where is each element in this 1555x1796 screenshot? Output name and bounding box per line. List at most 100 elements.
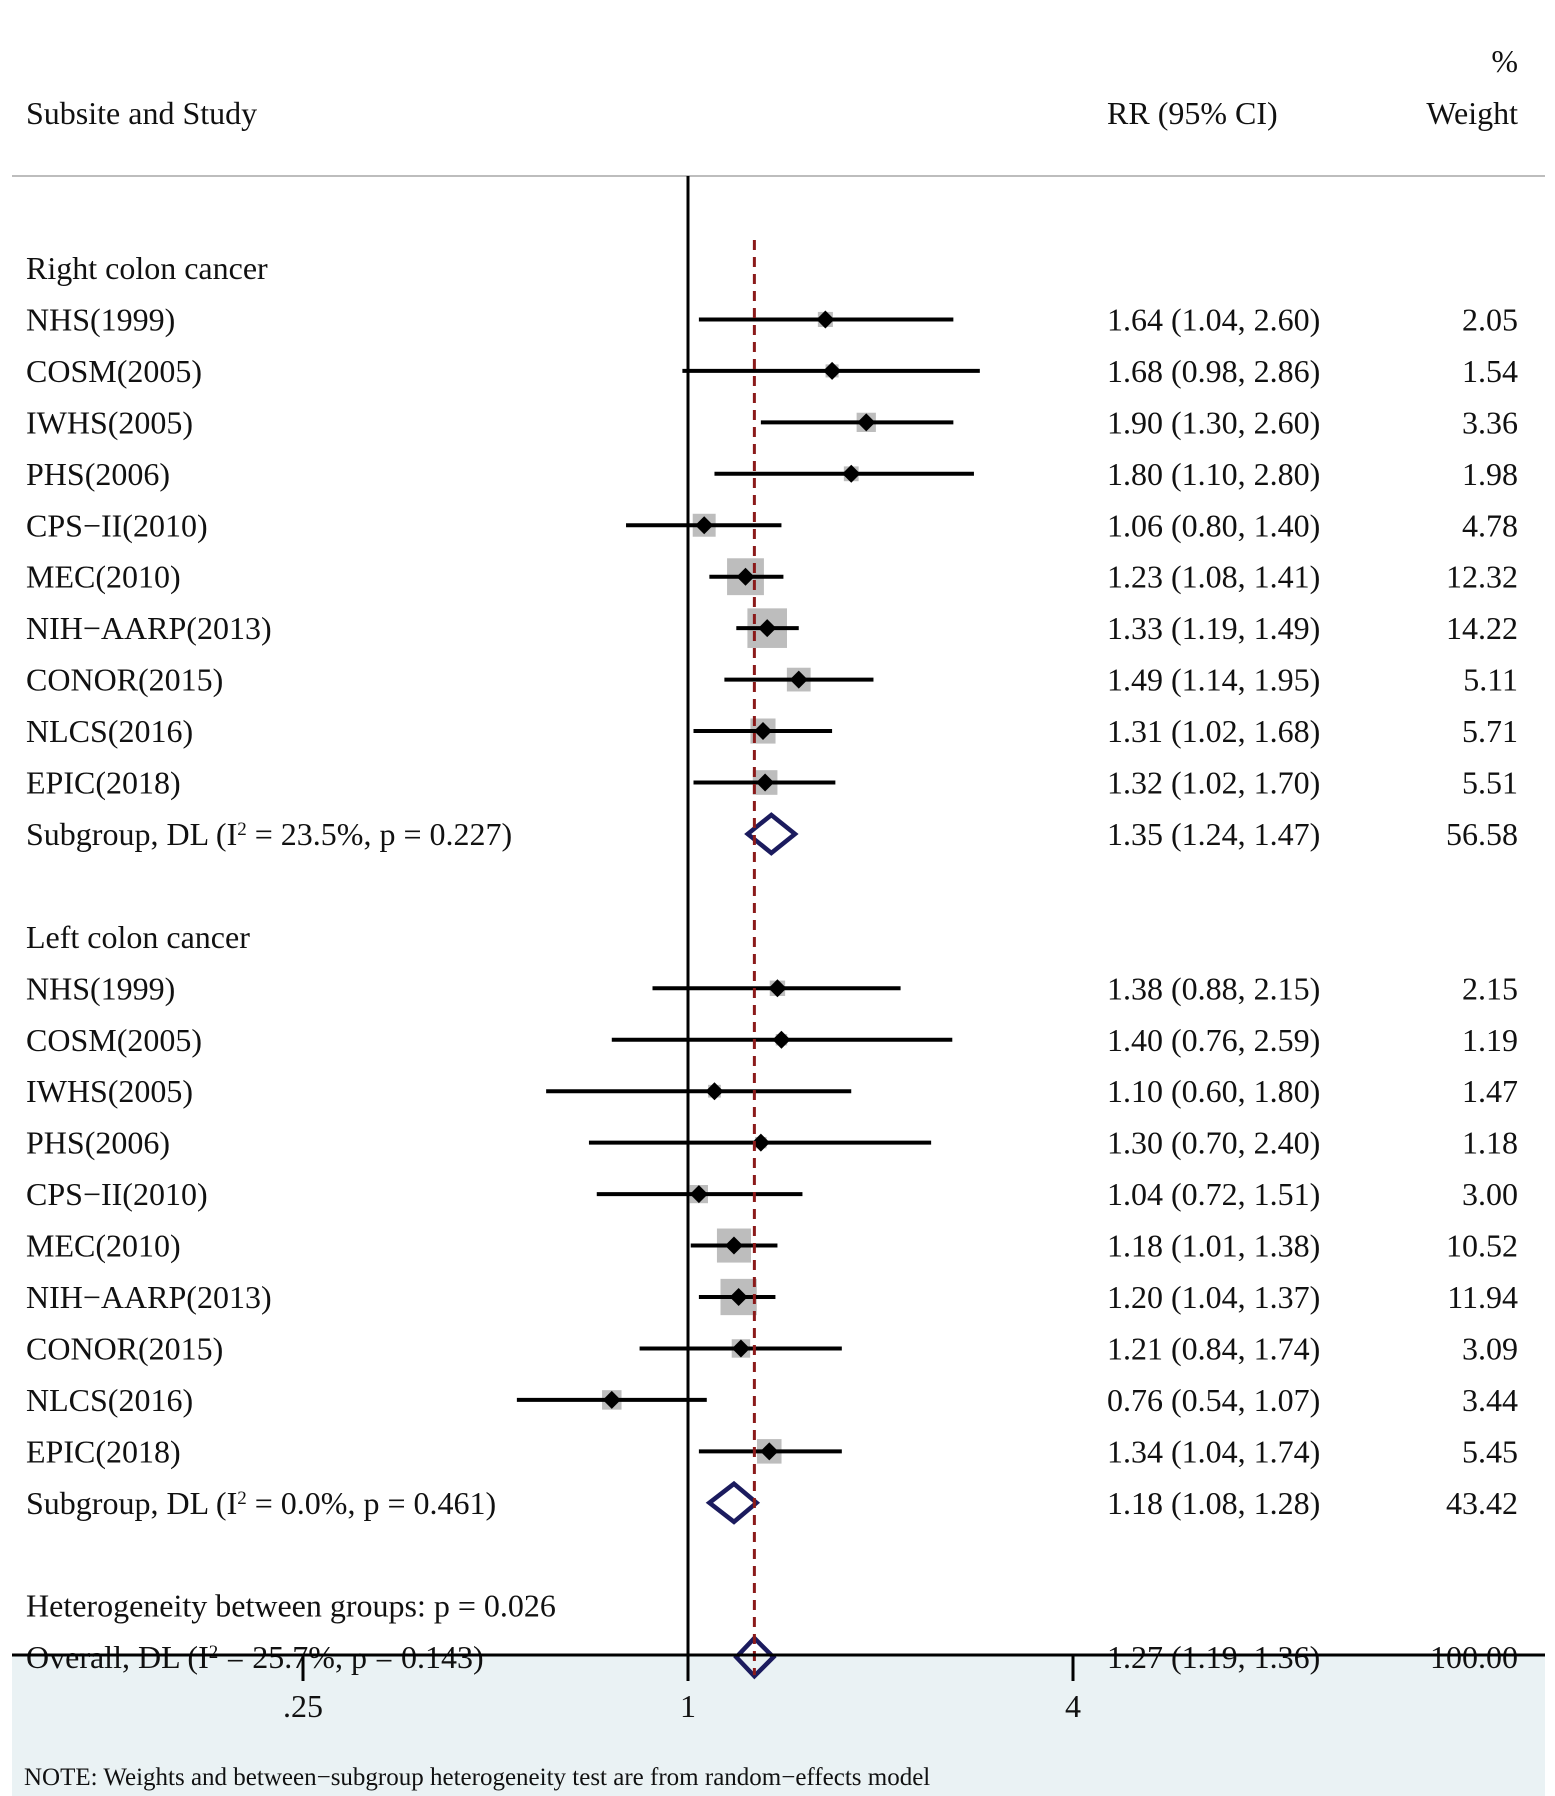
right-colon-cancer-study-4-name: PHS(2006) [26, 456, 170, 492]
right-colon-cancer-study-5-point [695, 516, 714, 535]
left-colon-cancer-study-3-point [705, 1082, 724, 1101]
group-heading-left-colon-cancer: Left colon cancer [26, 919, 250, 955]
study-column-header: Subsite and Study [26, 95, 257, 131]
right-colon-cancer-study-5-name: CPS−II(2010) [26, 507, 208, 543]
note-text: NOTE: Weights and between−subgroup heter… [24, 1764, 930, 1791]
left-colon-cancer-study-9-rr-label: 0.76 (0.54, 1.07) [1107, 1382, 1320, 1418]
left-colon-cancer-study-2-rr-label: 1.40 (0.76, 2.59) [1107, 1022, 1320, 1058]
left-colon-cancer-study-2-name: COSM(2005) [26, 1022, 202, 1058]
left-colon-cancer-study-3-weight: 1.47 [1462, 1073, 1518, 1109]
left-colon-cancer-study-10-weight: 5.45 [1462, 1433, 1518, 1469]
right-colon-cancer-study-8-weight: 5.11 [1463, 662, 1518, 698]
right-colon-cancer-study-1-name: NHS(1999) [26, 301, 175, 337]
right-colon-cancer-study-9-name: NLCS(2016) [26, 713, 193, 749]
right-colon-cancer-study-2-name: COSM(2005) [26, 353, 202, 389]
x-axis-tick-label-2: 1 [680, 1688, 696, 1724]
right-colon-cancer-study-7-weight: 14.22 [1446, 610, 1518, 646]
left-colon-cancer-study-5-name: CPS−II(2010) [26, 1176, 208, 1212]
right-colon-cancer-study-2-rr-label: 1.68 (0.98, 2.86) [1107, 353, 1320, 389]
left-colon-cancer-study-2-weight: 1.19 [1462, 1022, 1518, 1058]
weight-percent-header: % [1491, 43, 1518, 79]
right-colon-cancer-study-8-point [789, 670, 808, 689]
forest-rows: Right colon cancer NHS(1999) 1.64 (1.04, 2… [12, 176, 1545, 1724]
left-colon-cancer-study-8-rr-label: 1.21 (0.84, 1.74) [1107, 1330, 1320, 1366]
left-colon-cancer-study-6-name: MEC(2010) [26, 1228, 181, 1264]
left-colon-cancer-study-4-weight: 1.18 [1462, 1125, 1518, 1161]
right-colon-cancer-subgroup-diamond [744, 812, 799, 856]
left-colon-cancer-study-1-point [768, 979, 787, 998]
right-colon-cancer-study-1-weight: 2.05 [1462, 301, 1518, 337]
right-colon-cancer-study-3-name: IWHS(2005) [26, 404, 193, 440]
left-colon-cancer-study-8-weight: 3.09 [1462, 1330, 1518, 1366]
right-colon-cancer-subgroup-label-superscript: 2 [237, 818, 247, 839]
left-colon-cancer-study-4-point [751, 1133, 770, 1152]
footer-background [12, 1655, 1545, 1796]
right-colon-cancer-subgroup-label-suffix: = 23.5%, p = 0.227) [247, 816, 512, 852]
overall-label: Overall, DL (I2 = 25.7%, p = 0.143) [26, 1639, 484, 1675]
right-colon-cancer-study-6-rr-label: 1.23 (1.08, 1.41) [1107, 559, 1320, 595]
left-colon-cancer-study-1-rr-label: 1.38 (0.88, 2.15) [1107, 970, 1320, 1006]
left-colon-cancer-study-4-name: PHS(2006) [26, 1125, 170, 1161]
left-colon-cancer-study-9-weight: 3.44 [1462, 1382, 1518, 1418]
right-colon-cancer-study-9-point [753, 722, 772, 741]
left-colon-cancer-study-5-rr-label: 1.04 (0.72, 1.51) [1107, 1176, 1320, 1212]
right-colon-cancer-study-4-point [842, 464, 861, 483]
right-colon-cancer-subgroup-weight: 56.58 [1446, 816, 1518, 852]
group-heading-right-colon-cancer: Right colon cancer [26, 250, 268, 286]
right-colon-cancer-study-7-rr-label: 1.33 (1.19, 1.49) [1107, 610, 1320, 646]
left-colon-cancer-study-1-name: NHS(1999) [26, 970, 175, 1006]
right-colon-cancer-subgroup-rr-label: 1.35 (1.24, 1.47) [1107, 816, 1320, 852]
left-colon-cancer-study-7-rr-label: 1.20 (1.04, 1.37) [1107, 1279, 1320, 1315]
right-colon-cancer-study-6-name: MEC(2010) [26, 559, 181, 595]
x-axis-tick-label-1: .25 [283, 1688, 323, 1724]
left-colon-cancer-study-7-point [729, 1288, 748, 1306]
right-colon-cancer-study-4-weight: 1.98 [1462, 456, 1518, 492]
left-colon-cancer-study-3-rr-label: 1.10 (0.60, 1.80) [1107, 1073, 1320, 1109]
right-colon-cancer-study-10-weight: 5.51 [1462, 765, 1518, 801]
right-colon-cancer-study-10-name: EPIC(2018) [26, 765, 181, 801]
heterogeneity-between-groups: Heterogeneity between groups: p = 0.026 [26, 1588, 556, 1624]
left-colon-cancer-study-6-weight: 10.52 [1446, 1228, 1518, 1264]
left-colon-cancer-study-5-point [689, 1185, 708, 1204]
right-colon-cancer-study-3-weight: 3.36 [1462, 404, 1518, 440]
right-colon-cancer-study-9-rr-label: 1.31 (1.02, 1.68) [1107, 713, 1320, 749]
right-colon-cancer-study-8-name: CONOR(2015) [26, 662, 223, 698]
right-colon-cancer-study-4-rr-label: 1.80 (1.10, 2.80) [1107, 456, 1320, 492]
left-colon-cancer-study-10-point [760, 1442, 779, 1461]
left-colon-cancer-subgroup-label-prefix: Subgroup, DL (I [26, 1485, 237, 1521]
right-colon-cancer-study-2-point [823, 361, 842, 380]
left-colon-cancer-subgroup-label-suffix: = 0.0%, p = 0.461) [247, 1485, 496, 1521]
left-colon-cancer-study-1-weight: 2.15 [1462, 970, 1518, 1006]
left-colon-cancer-subgroup-diamond [705, 1480, 761, 1525]
right-colon-cancer-study-6-weight: 12.32 [1446, 559, 1518, 595]
left-colon-cancer-study-10-name: EPIC(2018) [26, 1433, 181, 1469]
overall-label-prefix: Overall, DL (I [26, 1639, 209, 1675]
right-colon-cancer-study-8-rr-label: 1.49 (1.14, 1.95) [1107, 662, 1320, 698]
right-colon-cancer-subgroup-label: Subgroup, DL (I2 = 23.5%, p = 0.227) [26, 816, 512, 852]
left-colon-cancer-study-7-name: NIH−AARP(2013) [26, 1279, 272, 1315]
right-colon-cancer-study-10-point [756, 773, 775, 792]
overall-label-suffix: = 25.7%, p = 0.143) [218, 1639, 483, 1675]
right-colon-cancer-study-3-point [857, 413, 876, 432]
left-colon-cancer-subgroup-rr-label: 1.18 (1.08, 1.28) [1107, 1485, 1320, 1521]
left-colon-cancer-study-3-name: IWHS(2005) [26, 1073, 193, 1109]
left-colon-cancer-study-7-weight: 11.94 [1447, 1279, 1518, 1315]
left-colon-cancer-study-4-rr-label: 1.30 (0.70, 2.40) [1107, 1125, 1320, 1161]
left-colon-cancer-subgroup-weight: 43.42 [1446, 1485, 1518, 1521]
left-colon-cancer-study-9-point [602, 1390, 621, 1409]
right-colon-cancer-study-6-point [736, 567, 755, 586]
rr-column-header: RR (95% CI) [1107, 95, 1278, 131]
right-colon-cancer-study-3-rr-label: 1.90 (1.30, 2.60) [1107, 404, 1320, 440]
overall-rr-label: 1.27 (1.19, 1.36) [1107, 1639, 1320, 1675]
right-colon-cancer-study-7-name: NIH−AARP(2013) [26, 610, 272, 646]
right-colon-cancer-study-5-rr-label: 1.06 (0.80, 1.40) [1107, 507, 1320, 543]
overall-weight: 100.00 [1430, 1639, 1518, 1675]
right-colon-cancer-study-2-weight: 1.54 [1462, 353, 1518, 389]
left-colon-cancer-study-6-rr-label: 1.18 (1.01, 1.38) [1107, 1228, 1320, 1264]
right-colon-cancer-study-7-point [758, 619, 777, 638]
overall-diamond [733, 1634, 777, 1680]
left-colon-cancer-subgroup-label: Subgroup, DL (I2 = 0.0%, p = 0.461) [26, 1485, 496, 1521]
left-colon-cancer-study-10-rr-label: 1.34 (1.04, 1.74) [1107, 1433, 1320, 1469]
left-colon-cancer-subgroup-label-superscript: 2 [237, 1487, 247, 1508]
